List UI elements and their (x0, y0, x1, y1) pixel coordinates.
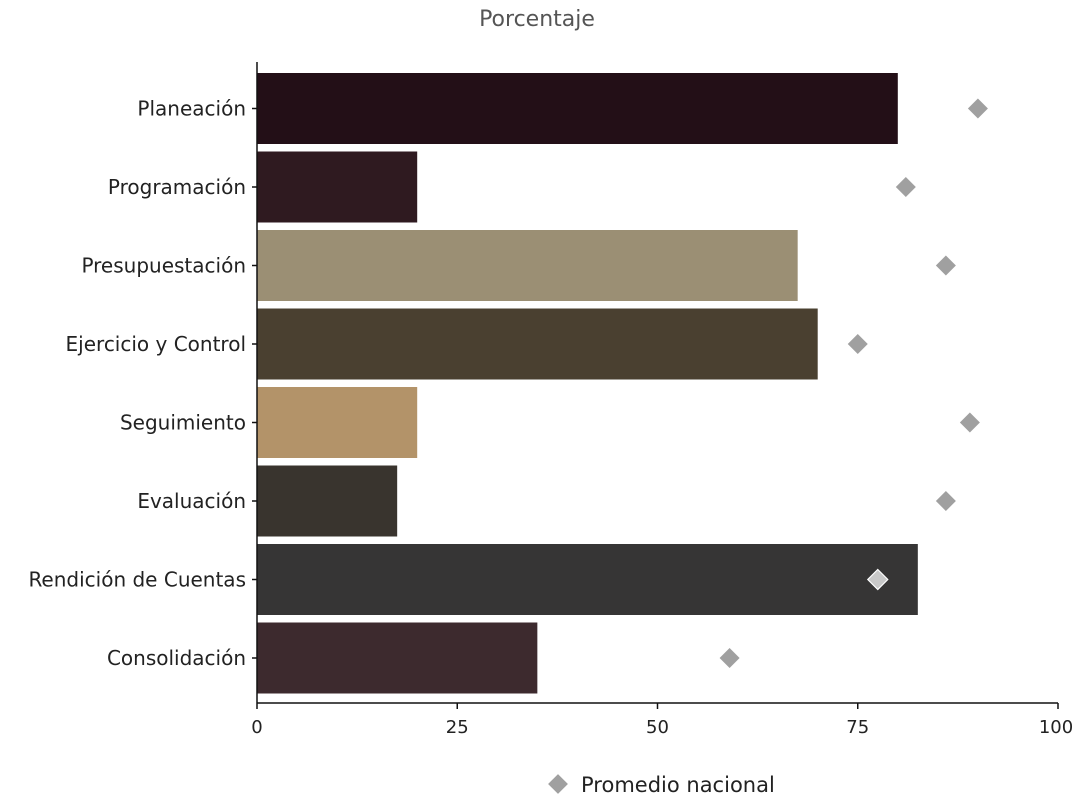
bars-layer (257, 73, 918, 694)
markers-layer (719, 98, 988, 668)
x-axis-ticks: 0 25 50 75 100 (251, 703, 1073, 738)
bar-presupuestacion (257, 230, 798, 301)
marker-promedio-seguimiento (959, 412, 980, 433)
category-label-evaluacion: Evaluación (137, 489, 246, 513)
category-label-rendicion-de-cuentas: Rendición de Cuentas (28, 568, 246, 592)
category-label-planeacion: Planeación (137, 97, 246, 121)
bar-consolidacion (257, 622, 538, 694)
chart-title: Porcentaje (479, 7, 595, 32)
x-tick-label: 75 (846, 717, 869, 738)
category-label-presupuestacion: Presupuestación (81, 254, 246, 278)
marker-promedio-ejercicio-y-control (847, 334, 868, 354)
marker-promedio-planeacion (967, 98, 988, 119)
marker-promedio-rendicion-de-cuentas (866, 568, 889, 591)
marker-promedio-presupuestacion (935, 255, 956, 276)
legend-diamond-icon (548, 774, 568, 794)
x-tick-label: 50 (646, 717, 669, 738)
category-label-consolidacion: Consolidación (107, 646, 246, 670)
category-label-seguimiento: Seguimiento (120, 411, 246, 435)
category-labels: Planeación Programación Presupuestación Eje… (28, 97, 257, 670)
bar-seguimiento (257, 387, 418, 458)
x-tick-label: 25 (446, 717, 469, 738)
bar-planeacion (257, 73, 898, 144)
marker-promedio-programacion (895, 177, 916, 197)
category-label-programacion: Programación (108, 175, 246, 199)
marker-promedio-evaluacion (935, 491, 956, 511)
x-tick-label: 0 (251, 717, 262, 738)
bar-evaluacion (257, 465, 398, 537)
bar-programacion (257, 151, 418, 223)
bar-rendicion-de-cuentas (257, 544, 918, 615)
legend: Promedio nacional (548, 773, 775, 797)
category-label-ejercicio-y-control: Ejercicio y Control (66, 332, 246, 356)
x-tick-label: 100 (1039, 717, 1073, 738)
legend-label: Promedio nacional (581, 773, 775, 797)
marker-promedio-consolidacion (719, 648, 740, 668)
bar-ejercicio-y-control (257, 308, 818, 380)
